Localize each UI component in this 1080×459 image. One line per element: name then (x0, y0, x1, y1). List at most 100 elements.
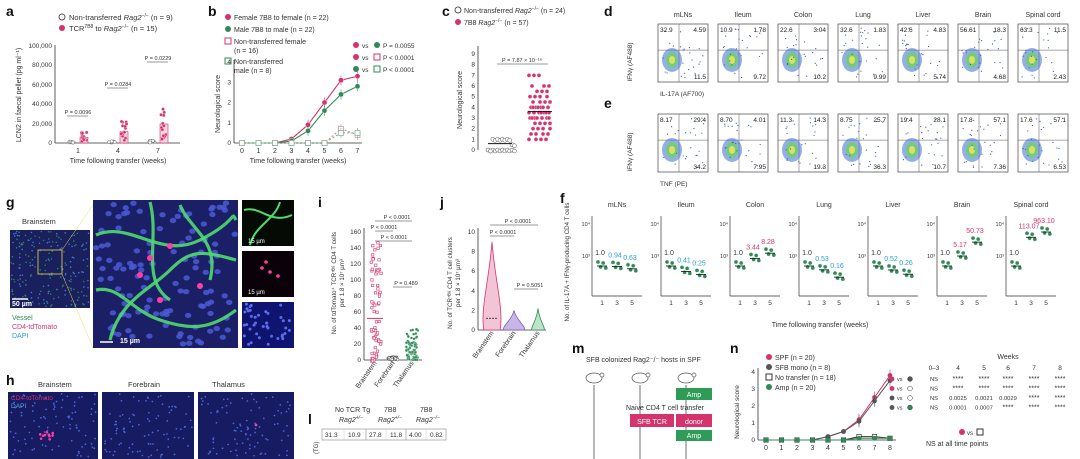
panel-i-ytick: 60 (354, 309, 362, 316)
event-dot (987, 124, 989, 126)
nucleus (94, 411, 97, 413)
nucleus (95, 256, 103, 262)
panel-f-xtick: 5 (837, 300, 841, 307)
panel-c-ylabel: Neurological score (457, 71, 464, 129)
panel-letter-c: c (442, 3, 450, 19)
nucleus (266, 438, 269, 441)
event-dot (874, 152, 877, 154)
event-dot (792, 120, 794, 122)
panel-d-tissue: Liver (915, 12, 931, 19)
cell-dot (82, 243, 84, 246)
data-point (415, 335, 419, 339)
event-dot (794, 35, 797, 37)
nucleus (226, 299, 233, 305)
cell-dot (48, 274, 51, 276)
panel-n-vs: vs (897, 406, 903, 412)
panel-f-xtick: 5 (699, 300, 703, 307)
nucleus (280, 333, 284, 337)
event-dot (1058, 147, 1060, 149)
quadrant-value: 4.68 (993, 74, 1006, 81)
data-point (955, 249, 961, 255)
tick: 10⁴ (996, 221, 1005, 228)
cell-dot (51, 241, 54, 243)
nucleus (73, 401, 76, 404)
cell-dot (47, 290, 50, 293)
data-point (763, 246, 769, 252)
nucleus (57, 445, 60, 448)
cell-dot (70, 287, 72, 290)
event-dot (1040, 128, 1042, 131)
event-dot (671, 126, 673, 128)
data-point (907, 269, 912, 274)
nucleus (192, 265, 199, 271)
event-dot (1061, 117, 1064, 119)
nucleus (244, 302, 248, 306)
event-dot (866, 117, 868, 119)
nucleus (246, 400, 249, 402)
data-point (369, 260, 373, 264)
event-dot (806, 75, 808, 77)
panel-c-ytick: 4 (471, 104, 475, 111)
cell-dot (82, 271, 84, 274)
event-dot (971, 144, 973, 146)
cd4-cell (48, 434, 51, 438)
event-dot (930, 144, 933, 146)
cell-dot (31, 301, 34, 303)
panel-n-vs: vs (897, 396, 903, 402)
event-dot (1025, 148, 1027, 151)
nucleus (253, 454, 255, 457)
event-dot (682, 155, 684, 157)
event-dot (865, 134, 867, 136)
event-dot (905, 156, 907, 158)
cell-dot (49, 305, 52, 307)
panel-l-header: 7B8 (384, 407, 397, 414)
nucleus (12, 436, 15, 438)
nucleus (104, 440, 107, 442)
density-cloud (909, 145, 915, 154)
quadrant-value: 17.6 (1020, 117, 1033, 124)
panel-n-xtick: 7 (873, 445, 877, 452)
panel-b-xtick: 3 (290, 148, 294, 155)
panel-n-legend-2: SFB mono (n = 8) (775, 365, 830, 372)
data-point (413, 343, 417, 347)
event-dot (1043, 126, 1045, 128)
nucleus (207, 328, 214, 334)
cell-dot (12, 241, 14, 244)
nucleus (75, 427, 78, 429)
event-dot (866, 60, 868, 62)
tick: 10⁴ (582, 221, 591, 228)
data-point (739, 260, 744, 266)
panel-letter-a: a (6, 3, 14, 19)
event-dot (856, 137, 858, 139)
data-point (961, 250, 966, 256)
panel-j-ytick: 6 (471, 268, 475, 275)
cell-dot (19, 267, 21, 270)
event-dot (759, 153, 761, 155)
nucleus (146, 333, 153, 339)
data-point (533, 131, 539, 137)
data-point (534, 89, 540, 94)
nucleus (161, 453, 164, 456)
data-point (540, 131, 546, 137)
cell-dot (71, 245, 73, 248)
fold-label: 0.41 (677, 257, 691, 264)
nucleus (131, 450, 134, 453)
density-cloud (789, 55, 795, 64)
panel-n-xtick: 3 (811, 445, 815, 452)
data-point (543, 137, 549, 142)
nucleus (177, 288, 184, 294)
panel-c-dots (485, 73, 553, 154)
quadrant-value: 32.9 (660, 27, 673, 34)
panel-m-transfer: Naive CD4 T cell transfer (626, 405, 705, 412)
nucleus (207, 403, 209, 405)
violin (482, 241, 502, 331)
panel-l-cell: 11.8 (390, 432, 403, 439)
nucleus (104, 448, 107, 451)
panel-n-stat: 0.0029 (999, 396, 1017, 402)
nucleus (280, 412, 283, 414)
event-dot (675, 152, 678, 154)
nucleus (99, 265, 106, 272)
data-point (534, 115, 540, 121)
cell-dot (39, 269, 41, 271)
event-dot (965, 161, 967, 163)
